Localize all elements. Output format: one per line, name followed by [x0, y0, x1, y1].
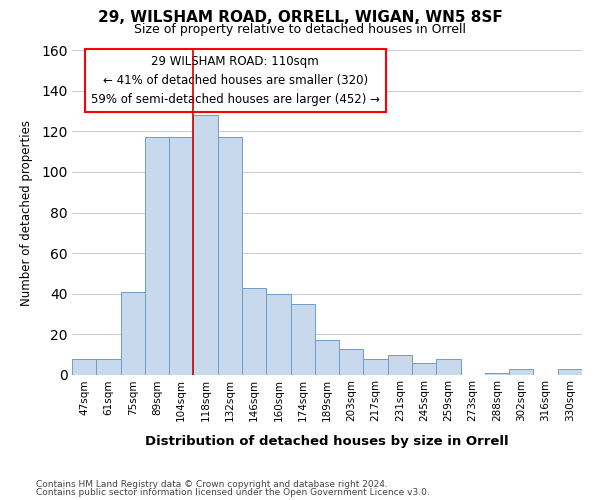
- Bar: [121, 292, 145, 375]
- Bar: [485, 373, 509, 375]
- Bar: [266, 294, 290, 375]
- X-axis label: Distribution of detached houses by size in Orrell: Distribution of detached houses by size …: [145, 435, 509, 448]
- Bar: [412, 363, 436, 375]
- Bar: [96, 359, 121, 375]
- Text: Contains HM Land Registry data © Crown copyright and database right 2024.: Contains HM Land Registry data © Crown c…: [36, 480, 388, 489]
- Bar: [509, 369, 533, 375]
- Bar: [558, 369, 582, 375]
- Bar: [218, 138, 242, 375]
- Bar: [290, 304, 315, 375]
- Bar: [339, 348, 364, 375]
- Bar: [364, 359, 388, 375]
- Bar: [193, 115, 218, 375]
- Text: Contains public sector information licensed under the Open Government Licence v3: Contains public sector information licen…: [36, 488, 430, 497]
- Bar: [242, 288, 266, 375]
- Y-axis label: Number of detached properties: Number of detached properties: [20, 120, 33, 306]
- Text: Size of property relative to detached houses in Orrell: Size of property relative to detached ho…: [134, 22, 466, 36]
- Bar: [388, 354, 412, 375]
- Bar: [72, 359, 96, 375]
- Bar: [436, 359, 461, 375]
- Text: 29 WILSHAM ROAD: 110sqm
← 41% of detached houses are smaller (320)
59% of semi-d: 29 WILSHAM ROAD: 110sqm ← 41% of detache…: [91, 55, 380, 106]
- Bar: [169, 138, 193, 375]
- Bar: [145, 138, 169, 375]
- Bar: [315, 340, 339, 375]
- Text: 29, WILSHAM ROAD, ORRELL, WIGAN, WN5 8SF: 29, WILSHAM ROAD, ORRELL, WIGAN, WN5 8SF: [98, 10, 502, 25]
